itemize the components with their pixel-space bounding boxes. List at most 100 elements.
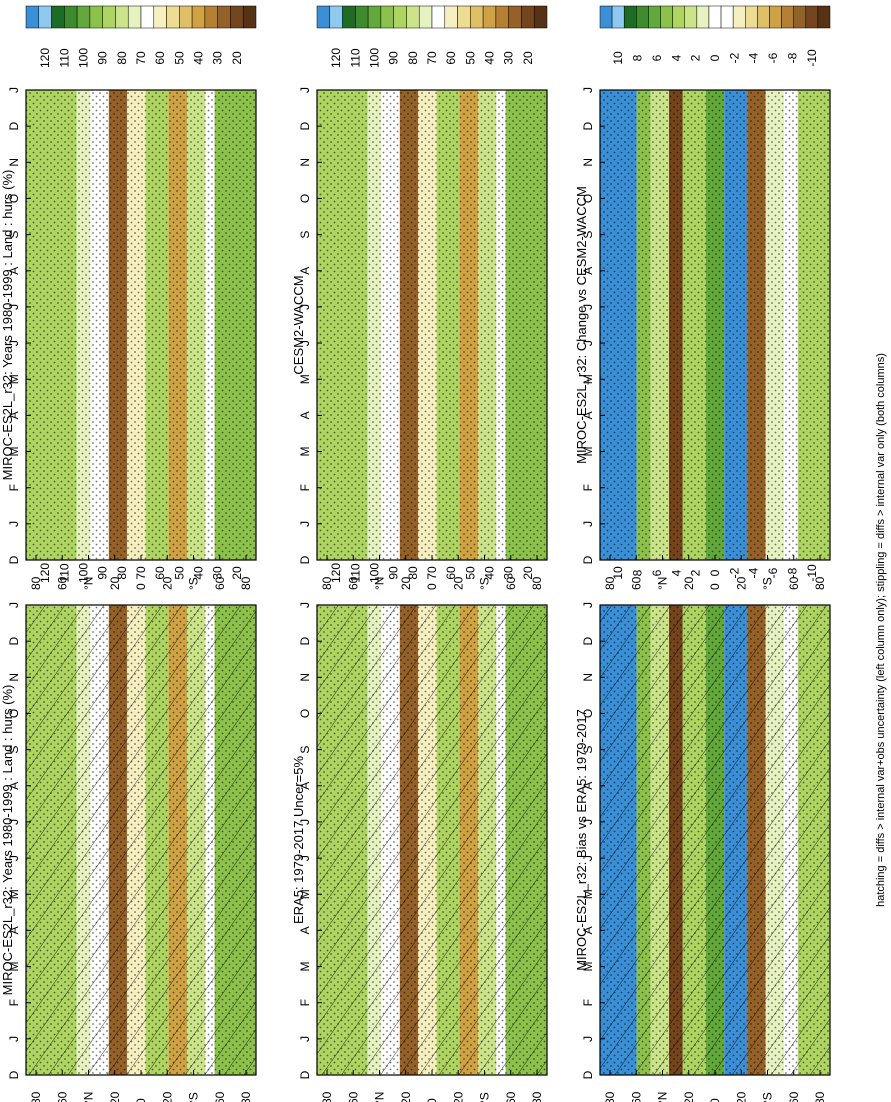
month-tick-label: J <box>7 340 21 346</box>
month-tick-label: D <box>7 1070 21 1079</box>
colorbar-tick-label: 40 <box>483 566 497 580</box>
colorbar-tick-label: 110 <box>57 48 71 67</box>
colorbar-tick-label: -6 <box>766 567 780 578</box>
lat-tick-label: 80 <box>813 576 827 590</box>
panel-title: ERA5: 1979-2017 Uncer=5% <box>291 756 306 924</box>
colorbar-tick-label: 2 <box>689 569 703 576</box>
month-tick-label: J <box>581 87 595 93</box>
colorbar-swatch <box>140 5 155 29</box>
colorbar-swatch <box>393 5 407 29</box>
month-tick-label: A <box>7 782 21 790</box>
colorbar-swatch <box>482 5 497 29</box>
colorbar-swatch <box>316 5 331 29</box>
colorbar-tick-label: 10 <box>611 566 625 580</box>
colorbar-swatch <box>793 5 807 29</box>
lat-tick-label: 60 <box>787 1091 801 1102</box>
colorbar-swatch <box>444 5 458 29</box>
lat-tick-label: °N <box>82 577 96 590</box>
month-tick-label: M <box>298 447 312 457</box>
colorbar-tick-label: -10 <box>805 564 819 582</box>
colorbar-swatch <box>329 5 343 29</box>
colorbar-swatch <box>757 5 770 29</box>
colorbar-tick-label: 20 <box>521 51 535 65</box>
lat-tick-label: 80 <box>239 576 253 590</box>
colorbar-tick-label: 120 <box>38 563 52 583</box>
lat-tick-label: °S <box>187 577 201 590</box>
lat-tick-label: 20 <box>451 1091 465 1102</box>
colorbar-tick-label: 60 <box>153 51 167 65</box>
month-tick-label: J <box>7 602 21 608</box>
colorbar-swatch <box>696 5 710 29</box>
colorbar-tick-label: 60 <box>444 566 458 580</box>
colorbar-swatch <box>51 5 65 29</box>
month-tick-label: J <box>7 87 21 93</box>
lat-tick-label: 80 <box>603 576 617 590</box>
colorbar-swatch <box>89 5 103 29</box>
month-tick-label: J <box>298 340 312 346</box>
month-tick-label: A <box>298 926 312 934</box>
month-tick-label: J <box>298 819 312 825</box>
colorbar-tick-label: -6 <box>766 52 780 63</box>
colorbar-tick-label: 40 <box>192 51 206 65</box>
lat-tick-label: 20 <box>682 576 696 590</box>
colorbar-tick-label: 70 <box>425 51 439 65</box>
month-tick-label: F <box>581 484 595 491</box>
colorbar-tick-label: -4 <box>747 52 761 63</box>
month-tick-label: S <box>7 231 21 239</box>
colorbar-swatch <box>153 5 167 29</box>
lat-tick-label: 60 <box>504 576 518 590</box>
month-tick-label: S <box>298 231 312 239</box>
month-tick-label: D <box>581 121 595 130</box>
lat-tick-label: 0 <box>134 1098 148 1102</box>
month-tick-label: A <box>581 267 595 275</box>
month-tick-label: D <box>298 636 312 645</box>
colorbar-tick-label: 120 <box>329 48 343 68</box>
month-tick-label: J <box>581 340 595 346</box>
lat-tick-label: 20 <box>734 1091 748 1102</box>
month-tick-label: D <box>7 555 21 564</box>
month-tick-label: M <box>7 447 21 457</box>
month-tick-label: M <box>581 889 595 899</box>
stippling-overlay <box>26 90 256 560</box>
colorbar-swatch <box>380 5 394 29</box>
colorbar-swatch <box>179 5 193 29</box>
colorbar-swatch <box>648 5 661 29</box>
colorbar-swatch <box>418 5 433 29</box>
colorbar-swatch <box>769 5 782 29</box>
lat-tick-label: 60 <box>55 1091 69 1102</box>
colorbar-tick-label: -8 <box>785 567 799 578</box>
lat-tick-label: 0 <box>134 583 148 590</box>
month-tick-label: O <box>298 709 312 718</box>
colorbar-tick-label: 80 <box>406 566 420 580</box>
colorbar-tick-label: 80 <box>406 51 420 65</box>
lat-tick-label: 80 <box>320 1091 334 1102</box>
colorbar-swatch <box>599 5 613 29</box>
month-tick-label: J <box>298 1036 312 1042</box>
colorbar-tick-label: -2 <box>727 52 741 63</box>
colorbar-tick-label: 60 <box>153 566 167 580</box>
colorbar-swatch <box>660 5 673 29</box>
month-tick-label: A <box>7 411 21 419</box>
lat-tick-label: 20 <box>682 1091 696 1102</box>
colorbar-swatch <box>636 5 649 29</box>
colorbar-tick-label: 6 <box>650 54 664 61</box>
panel-title: MIROC-ES2L_r32: Change vs CESM2-WACCM <box>574 186 589 464</box>
month-tick-label: F <box>7 999 21 1006</box>
lat-tick-label: 20 <box>734 576 748 590</box>
lat-tick-label: 80 <box>530 576 544 590</box>
colorbar-tick-label: 70 <box>134 51 148 65</box>
colorbar-swatch <box>64 5 78 29</box>
lat-tick-label: 60 <box>346 576 360 590</box>
colorbar-swatch <box>611 5 625 29</box>
colorbar-swatch <box>521 5 535 29</box>
month-tick-label: J <box>7 1036 21 1042</box>
month-tick-label: M <box>581 447 595 457</box>
colorbar-tick-label: 50 <box>172 51 186 65</box>
lat-tick-label: 60 <box>629 576 643 590</box>
month-tick-label: D <box>298 121 312 130</box>
colorbar-swatch <box>684 5 698 29</box>
colorbar-tick-label: 50 <box>172 566 186 580</box>
colorbar-tick-label: 0 <box>708 569 722 576</box>
month-tick-label: J <box>7 304 21 310</box>
month-tick-label: O <box>581 709 595 718</box>
